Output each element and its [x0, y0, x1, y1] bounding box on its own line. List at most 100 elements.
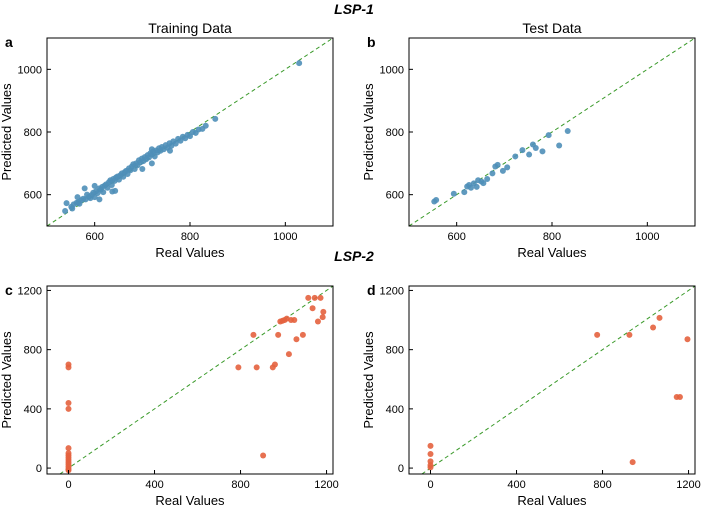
data-point: [120, 173, 127, 180]
y-tick-label: 0: [398, 463, 404, 475]
x-axis-label: Real Values: [155, 245, 225, 260]
panel-letter: d: [367, 282, 376, 298]
y-tick-label: 1000: [380, 64, 404, 76]
panel-title: Test Data: [522, 20, 581, 36]
data-point: [172, 140, 179, 147]
x-tick-label: 600: [447, 231, 465, 243]
data-point: [594, 331, 601, 338]
data-point: [74, 194, 81, 201]
data-point: [467, 184, 474, 191]
data-point: [461, 189, 468, 196]
data-point: [319, 314, 326, 321]
data-point: [260, 452, 267, 459]
data-point: [629, 459, 636, 466]
data-point: [65, 399, 72, 406]
data-point: [100, 189, 107, 196]
panel-letter: b: [367, 34, 376, 50]
data-point: [65, 364, 72, 371]
x-tick-label: 1200: [676, 479, 700, 491]
x-tick-label: 1200: [314, 479, 338, 491]
data-point: [545, 132, 552, 139]
y-tick-label: 800: [24, 345, 42, 357]
data-point: [433, 196, 440, 203]
y-tick-label: 1200: [18, 285, 42, 297]
points-b: [431, 128, 571, 205]
panel-d: 0 400 800 1200 0 400 800 1200 Real Values Predict…: [361, 282, 701, 508]
data-point: [494, 161, 501, 168]
data-point: [275, 331, 282, 338]
y-tick-label: 600: [386, 190, 404, 202]
identity-line: [408, 37, 696, 227]
y-axis-label: Predicted Values: [0, 331, 14, 429]
data-point: [556, 142, 563, 149]
data-point: [473, 183, 480, 190]
data-point: [320, 308, 327, 315]
data-point: [309, 305, 316, 312]
panel-letter: a: [5, 34, 13, 50]
x-tick-label: 1000: [273, 231, 297, 243]
y-axis-label: Predicted Values: [361, 83, 376, 181]
points-a: [62, 60, 303, 214]
plot-frame: [46, 285, 334, 475]
data-point: [427, 451, 434, 458]
data-point: [427, 464, 434, 471]
section-title-lsp1: LSP-1: [334, 1, 374, 17]
data-point: [148, 160, 155, 167]
x-tick-label: 1000: [635, 231, 659, 243]
x-tick-label: 800: [231, 479, 249, 491]
data-point: [65, 445, 72, 452]
data-point: [504, 164, 511, 171]
panel-b: 600 800 1000 600 800 1000 Real Values Predicted…: [361, 20, 696, 260]
y-tick-label: 600: [24, 190, 42, 202]
data-point: [202, 122, 209, 129]
y-tick-label: 400: [24, 404, 42, 416]
data-point: [564, 128, 571, 135]
section-title-lsp2: LSP-2: [334, 248, 374, 264]
y-tick-label: 800: [386, 127, 404, 139]
x-tick-label: 600: [85, 231, 103, 243]
data-point: [317, 294, 324, 301]
data-point: [519, 147, 526, 154]
data-point: [63, 200, 70, 207]
x-tick-label: 400: [507, 479, 525, 491]
data-point: [484, 176, 491, 182]
data-point: [427, 442, 434, 449]
panel-c: 0 400 800 1200 0 400 800 1200 Real Values Predict…: [0, 282, 339, 508]
y-tick-label: 800: [386, 345, 404, 357]
data-point: [166, 147, 173, 154]
data-point: [512, 153, 519, 160]
data-point: [62, 207, 69, 214]
data-point: [450, 190, 457, 197]
panel-a: 600 800 1000 600 800 1000 Real Values Predicted…: [0, 20, 334, 260]
y-tick-label: 400: [386, 404, 404, 416]
panel-letter: c: [5, 282, 13, 298]
data-point: [271, 361, 278, 368]
data-point: [684, 336, 691, 343]
x-tick-label: 800: [593, 479, 611, 491]
data-point: [112, 187, 119, 194]
data-point: [656, 314, 663, 321]
x-axis-label: Real Values: [155, 493, 225, 508]
data-point: [539, 148, 546, 155]
data-point: [296, 60, 303, 67]
data-point: [148, 146, 155, 153]
y-tick-label: 800: [24, 127, 42, 139]
data-point: [91, 182, 98, 189]
x-tick-label: 800: [543, 231, 561, 243]
points-c: [65, 294, 327, 474]
data-point: [299, 331, 306, 338]
panel-title: Training Data: [148, 20, 232, 36]
data-point: [250, 331, 257, 338]
data-point: [291, 317, 298, 324]
y-tick-label: 1000: [18, 64, 42, 76]
data-point: [81, 185, 88, 192]
plot-frame: [408, 285, 696, 475]
data-point: [650, 324, 657, 331]
data-point: [314, 318, 321, 325]
data-point: [285, 351, 292, 358]
data-point: [311, 294, 318, 301]
x-tick-label: 400: [145, 479, 163, 491]
data-point: [96, 196, 103, 203]
x-axis-label: Real Values: [517, 245, 587, 260]
